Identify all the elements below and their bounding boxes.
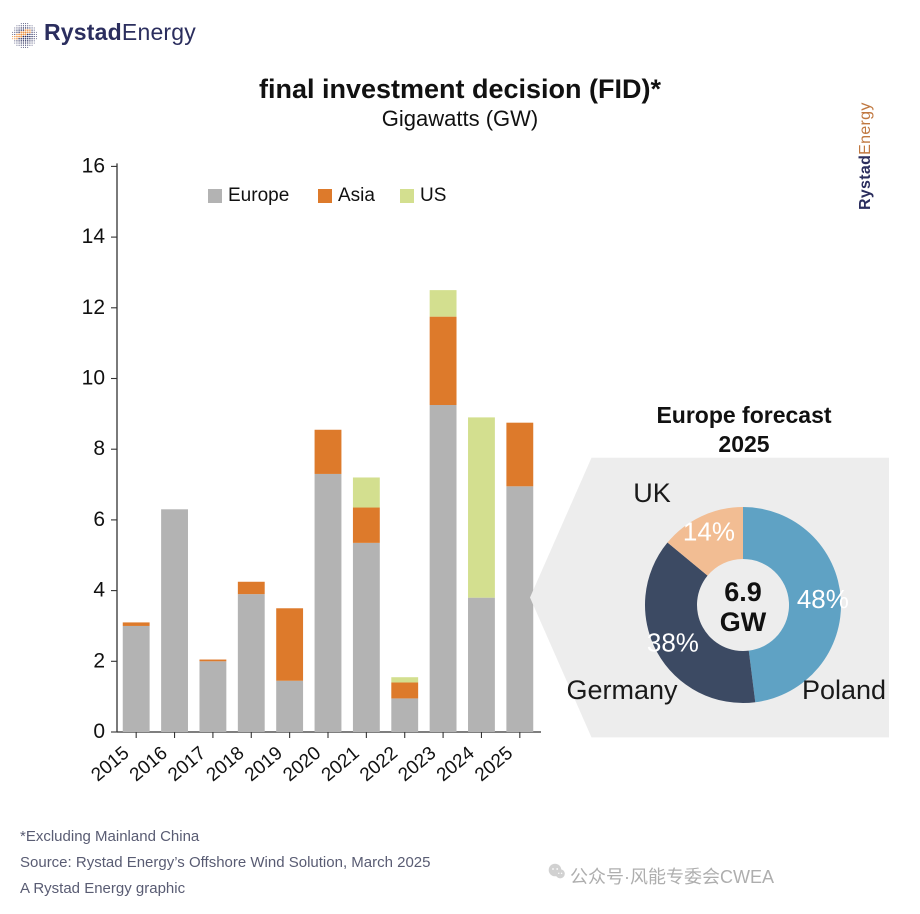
svg-text:2024: 2024 [433,742,479,786]
svg-text:2021: 2021 [318,743,364,786]
svg-text:2: 2 [93,649,105,672]
svg-text:2019: 2019 [241,743,287,786]
svg-text:12: 12 [82,296,105,319]
svg-text:14: 14 [82,225,106,248]
svg-text:4: 4 [93,579,105,602]
svg-text:2020: 2020 [279,743,325,786]
svg-text:6: 6 [93,508,105,531]
svg-text:2022: 2022 [356,743,402,786]
svg-text:2016: 2016 [126,743,172,786]
svg-text:Asia: Asia [338,185,375,206]
svg-text:2023: 2023 [394,743,440,786]
svg-text:2025: 2025 [471,743,517,786]
svg-text:Poland: Poland [802,675,886,705]
svg-text:2015: 2015 [88,743,134,786]
svg-text:Germany: Germany [566,675,678,705]
svg-text:2017: 2017 [164,743,210,786]
svg-text:16: 16 [82,154,105,177]
svg-text:38%: 38% [647,628,699,658]
svg-text:0: 0 [93,720,105,743]
svg-text:2018: 2018 [203,743,249,786]
svg-text:8: 8 [93,437,105,460]
svg-text:14%: 14% [683,517,735,547]
svg-text:Europe: Europe [228,185,289,206]
svg-text:US: US [420,185,446,206]
svg-text:UK: UK [633,478,671,508]
svg-text:10: 10 [82,367,105,390]
svg-text:48%: 48% [797,584,849,614]
svg-text:6.9: 6.9 [724,577,762,607]
svg-text:GW: GW [720,607,767,637]
